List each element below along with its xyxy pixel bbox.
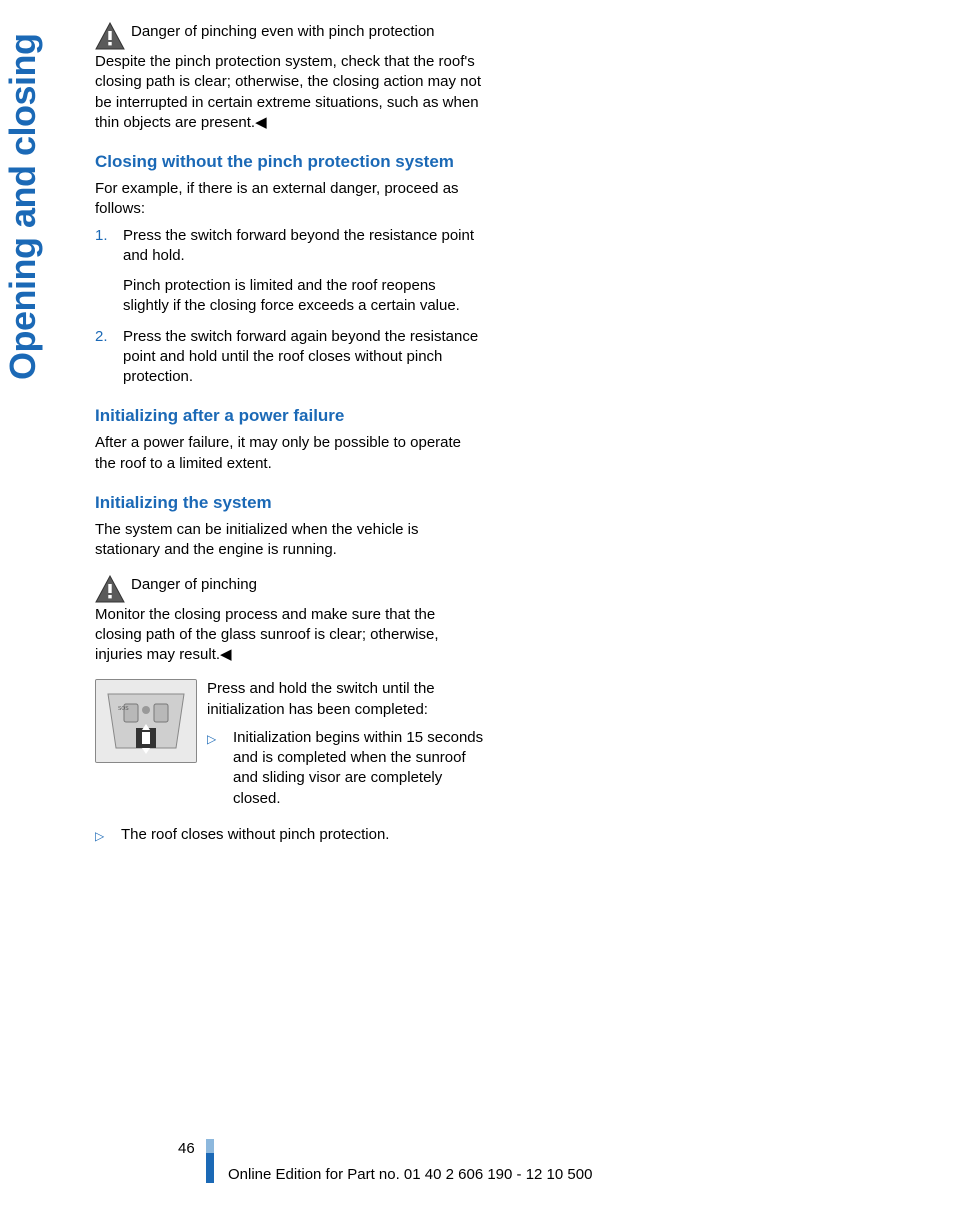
warning-1-title: Danger of pinching even with pinch prote… [131, 22, 435, 42]
section2-body: After a power failure, it may only be po… [95, 433, 485, 474]
footer-bar-light [206, 1139, 214, 1153]
thumb-text: Press and hold the switch until the init… [207, 679, 485, 817]
outer-bullet-1: ▷ The roof closes without pinch protecti… [95, 825, 485, 845]
outer-bullet-1-text: The roof closes without pinch protection… [121, 826, 389, 843]
heading-init-power-failure: Initializing after a power failure [95, 405, 485, 427]
thumb-bullet-1-text: Initialization begins within 15 seconds … [233, 729, 483, 807]
heading-closing-without-pinch: Closing without the pinch protection sys… [95, 151, 485, 173]
side-tab-label: Opening and closing [2, 33, 44, 380]
page: Opening and closing Danger of pinching e… [0, 0, 954, 1215]
content-column: Danger of pinching even with pinch prote… [95, 22, 485, 853]
switch-thumbnail: SOS [95, 679, 197, 763]
step-2-text: Press the switch forward again beyond th… [123, 328, 478, 386]
warning-2-title: Danger of pinching [131, 575, 257, 595]
outer-bullets: ▷ The roof closes without pinch protecti… [95, 825, 485, 845]
side-tab: Opening and closing [0, 0, 60, 420]
section3-body: The system can be initialized when the v… [95, 520, 485, 561]
section1-intro: For example, if there is an external dan… [95, 179, 485, 220]
footer-bar-dark [206, 1153, 214, 1183]
thumb-bullets: ▷ Initialization begins within 15 second… [207, 728, 485, 809]
warning-box-1: Danger of pinching even with pinch prote… [95, 22, 485, 50]
svg-text:SOS: SOS [118, 706, 129, 712]
warning-icon [95, 575, 125, 603]
thumb-block: SOS Press and hold the switch until the … [95, 679, 485, 817]
thumb-bullet-1: ▷ Initialization begins within 15 second… [207, 728, 485, 809]
step-2: 2. Press the switch forward again beyond… [95, 327, 485, 388]
warning-2-body: Monitor the closing process and make sur… [95, 605, 485, 666]
step-1-num: 1. [95, 226, 108, 246]
step-1-sub: Pinch protection is limited and the roof… [123, 276, 485, 317]
warning-box-2: Danger of pinching [95, 575, 485, 603]
triangle-marker-icon: ▷ [95, 828, 104, 844]
heading-init-system: Initializing the system [95, 492, 485, 514]
warning-1-body: Despite the pinch protection system, che… [95, 52, 485, 133]
step-1-text: Press the switch forward beyond the resi… [123, 227, 474, 264]
thumb-intro: Press and hold the switch until the init… [207, 679, 485, 720]
warning-icon [95, 22, 125, 50]
page-number: 46 [178, 1140, 195, 1157]
step-2-num: 2. [95, 327, 108, 347]
triangle-marker-icon: ▷ [207, 731, 216, 747]
step-1: 1. Press the switch forward beyond the r… [95, 226, 485, 317]
steps-list: 1. Press the switch forward beyond the r… [95, 226, 485, 388]
footer-text: Online Edition for Part no. 01 40 2 606 … [228, 1166, 592, 1183]
